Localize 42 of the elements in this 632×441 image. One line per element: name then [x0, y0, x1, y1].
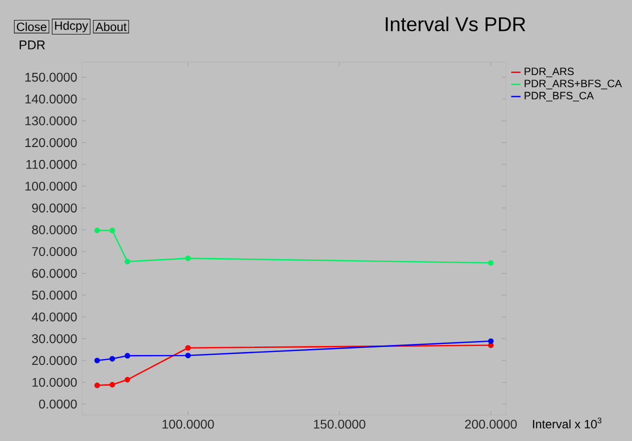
- y-tick-label: 100.0000: [25, 182, 77, 191]
- point: [109, 356, 116, 362]
- point: [124, 352, 130, 359]
- point: [488, 338, 494, 344]
- point: [185, 352, 191, 358]
- point: [124, 376, 130, 382]
- point: [185, 345, 191, 351]
- y-tick-label: 50.0000: [32, 290, 77, 300]
- y-tick-label: 80.0000: [32, 225, 77, 234]
- point: [185, 256, 191, 262]
- y-tick-label: 130.0000: [25, 116, 77, 126]
- text: Close: [16, 22, 46, 32]
- point: [488, 260, 494, 266]
- x-axis-title: Interval x 10$^{3}$: [533, 418, 602, 428]
- legend-label: PDR_BFS_CA: [524, 92, 594, 102]
- y-tick-label: 40.0000: [32, 312, 77, 322]
- point: [94, 382, 100, 388]
- legend-label: PDR_ARS+BFS_CA: [524, 80, 622, 90]
- y-tick-label: 30.0000: [32, 334, 77, 344]
- point: [94, 228, 100, 234]
- x-tick-label: 150.0000: [314, 420, 366, 429]
- point: [109, 382, 116, 388]
- point: [109, 228, 116, 234]
- point: [94, 358, 100, 364]
- y-tick-label: 70.0000: [32, 247, 77, 256]
- y-tick-label: 0.0000: [39, 400, 77, 409]
- y-tick-label: 120.0000: [25, 138, 77, 148]
- legend-label: PDR_ARS: [524, 68, 574, 78]
- x-tick-label: 100.0000: [162, 420, 214, 429]
- text: Hdcpy: [55, 21, 88, 32]
- text: About: [95, 22, 127, 32]
- y-tick-label: 90.0000: [32, 204, 77, 212]
- point: [124, 258, 130, 264]
- y-tick-label: 60.0000: [32, 268, 77, 278]
- y-tick-label: 150.0000: [25, 72, 77, 82]
- y-axis-title: PDR: [20, 40, 45, 50]
- chart-title: Interval Vs PDR: [386, 16, 526, 32]
- x-tick-label: 200.0000: [465, 420, 517, 429]
- y-tick-label: 110.0000: [26, 160, 77, 169]
- y-tick-label: 10.0000: [32, 378, 77, 387]
- y-tick-label: 20.0000: [32, 356, 77, 365]
- y-tick-label: 140.0000: [25, 94, 77, 104]
